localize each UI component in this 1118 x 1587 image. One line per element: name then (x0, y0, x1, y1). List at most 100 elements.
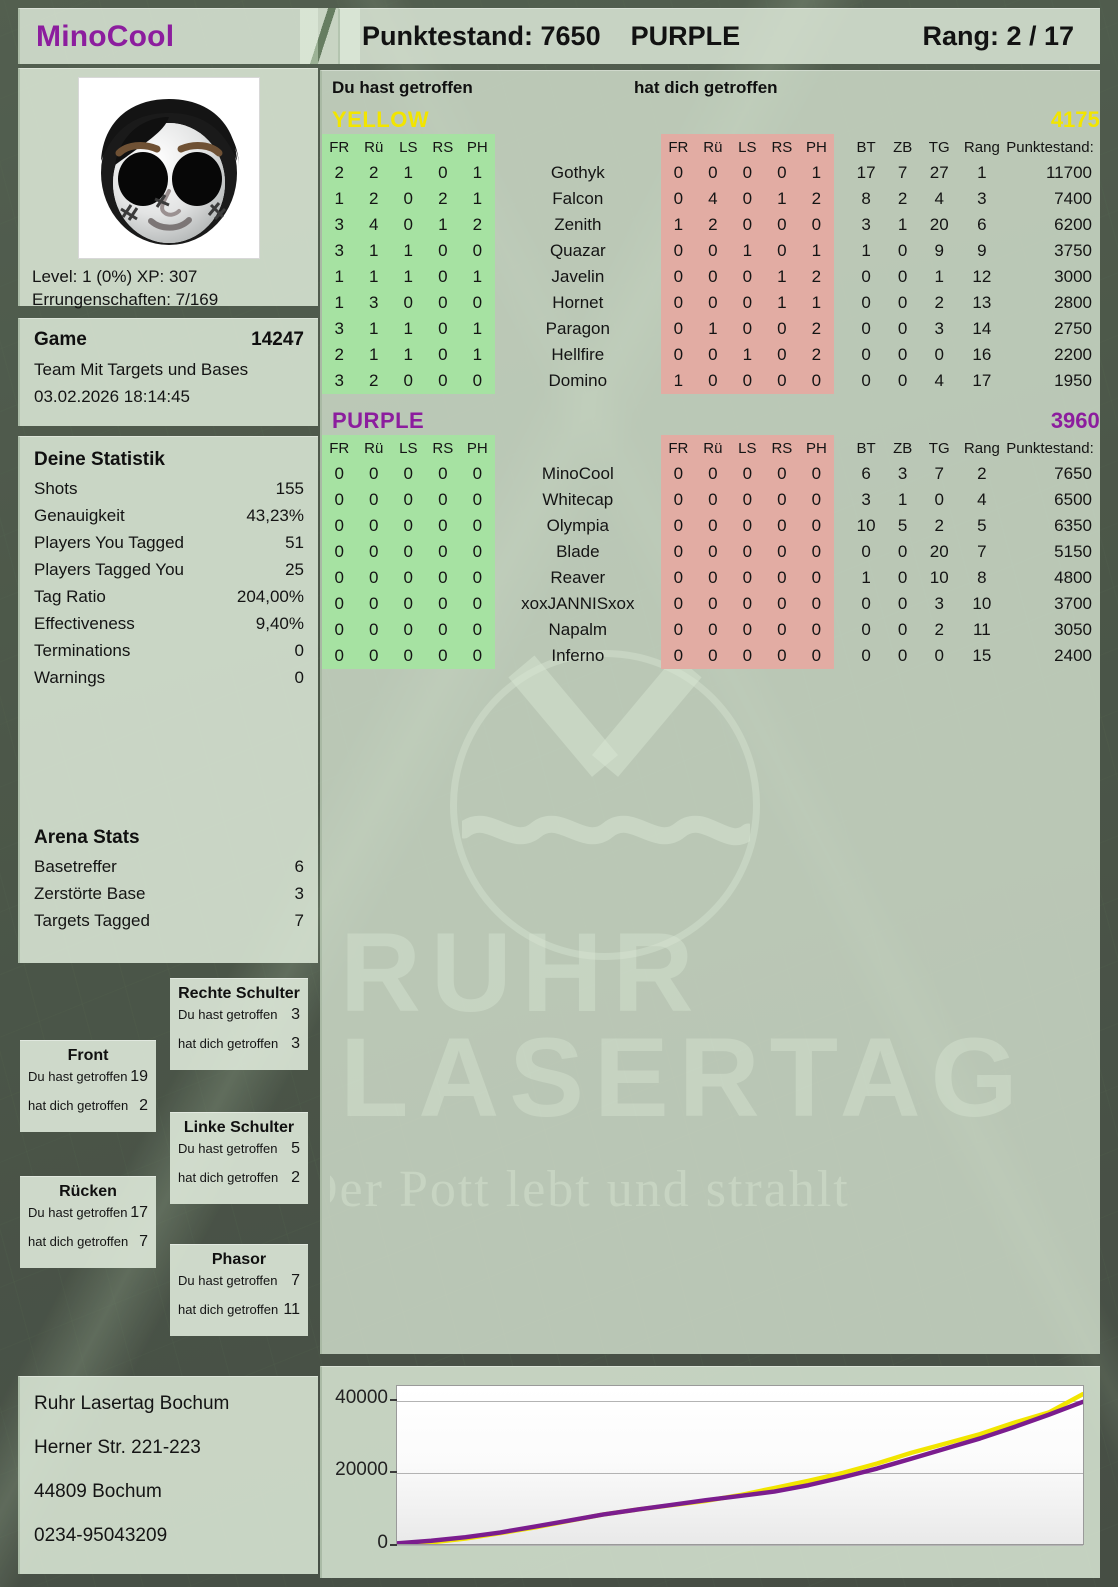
cell-you-hit: 1 (356, 264, 392, 290)
cell-you-hit: 2 (322, 342, 357, 368)
table-row[interactable]: 3 1 1 0 0 Quazar 0 0 1 0 1 1 0 9 9 3750 (322, 238, 1100, 264)
cell-you-hit: 2 (356, 368, 392, 394)
personal-stat-label: Shots (34, 478, 78, 498)
hitzone-hit-you-label: hat dich getroffen (28, 1234, 129, 1249)
cell-tg: 4 (934, 189, 944, 208)
table-row[interactable]: 0 0 0 0 0 Whitecap 0 0 0 0 0 3 1 0 4 6500 (322, 487, 1100, 513)
cell-player-name[interactable]: Blade (556, 542, 600, 561)
cell-you-hit: 0 (391, 565, 426, 591)
cell-you-hit: 1 (322, 264, 357, 290)
table-row[interactable]: 0 0 0 0 0 Napalm 0 0 0 0 0 0 0 2 11 3050 (322, 617, 1100, 643)
cell-player-name[interactable]: Gothyk (550, 163, 605, 182)
hitzone-ruecken: Rücken Du hast getroffen 17 hat dich getrof… (20, 1176, 156, 1268)
chart-ytick-label: 0 (377, 1532, 388, 1553)
cell-player-name[interactable]: Reaver (550, 568, 606, 587)
cell-zb: 0 (897, 371, 908, 390)
cell-hit-you: 0 (695, 539, 731, 565)
cell-player-name[interactable]: xoxJANNISxox (521, 594, 635, 613)
cell-you-hit: 0 (425, 513, 461, 539)
hitzone-you-hit-value: 5 (291, 1140, 300, 1157)
cell-player-name[interactable]: Hellfire (551, 345, 605, 364)
cell-player-name[interactable]: Olympia (546, 516, 609, 535)
table-row[interactable]: 1 1 1 0 1 Javelin 0 0 0 1 2 0 0 1 12 3000 (322, 264, 1100, 290)
table-row[interactable]: 2 1 1 0 1 Hellfire 0 0 1 0 2 0 0 0 16 2200 (322, 342, 1100, 368)
cell-player-name[interactable]: Falcon (552, 189, 604, 208)
cell-hit-you: 1 (799, 238, 834, 264)
cell-rang: 17 (972, 371, 992, 390)
cell-hit-you: 0 (695, 643, 731, 669)
cell-bt: 0 (861, 267, 871, 286)
cell-tg: 0 (934, 646, 944, 665)
cell-player-name[interactable]: Domino (548, 371, 608, 390)
cell-bt: 0 (861, 646, 871, 665)
team-name: YELLOW (332, 107, 430, 132)
cell-you-hit: 3 (322, 316, 357, 342)
cell-points: 3000 (1054, 267, 1092, 286)
cell-player-name[interactable]: Hornet (552, 293, 604, 312)
cell-tg: 0 (934, 345, 944, 364)
cell-hit-you: 4 (695, 186, 731, 212)
cell-player-name[interactable]: Inferno (551, 646, 605, 665)
cell-player-name[interactable]: MinoCool (541, 464, 614, 483)
cell-you-hit: 1 (460, 316, 495, 342)
table-row[interactable]: 0 0 0 0 0 Inferno 0 0 0 0 0 0 0 0 15 2400 (322, 643, 1100, 669)
cell-zb: 0 (897, 267, 908, 286)
cell-hit-you: 0 (799, 539, 834, 565)
table-row[interactable]: 0 0 0 0 0 MinoCool 0 0 0 0 0 6 3 7 2 7650 (322, 461, 1100, 487)
cell-tg: 4 (934, 371, 944, 390)
table-row[interactable]: 3 2 0 0 0 Domino 1 0 0 0 0 0 0 4 17 1950 (322, 368, 1100, 394)
cell-tg: 0 (934, 490, 944, 509)
cell-you-hit: 0 (322, 643, 357, 669)
arena-stats-block: Arena Stats Basetreffer 6 Zerstörte Base 3 T… (34, 827, 304, 934)
team-table: FR Rü LS RS PH FR Rü LS RS PH BT ZB TG Rang Punktestan… (322, 435, 1100, 669)
cell-you-hit: 0 (391, 513, 426, 539)
cell-you-hit: 2 (356, 160, 392, 186)
cell-player-name[interactable]: Javelin (551, 267, 605, 286)
table-row[interactable]: 0 0 0 0 0 Reaver 0 0 0 0 0 1 0 10 8 4800 (322, 565, 1100, 591)
table-row[interactable]: 1 2 0 2 1 Falcon 0 4 0 1 2 8 2 4 3 7400 (322, 186, 1100, 212)
cell-tg: 20 (929, 542, 949, 561)
cell-tg: 9 (934, 241, 944, 260)
arena-stat-label: Zerstörte Base (34, 883, 146, 903)
header-rank-label: Rang: 2 / 17 (922, 21, 1074, 51)
col-head-you-LS: LS (391, 134, 426, 160)
table-row[interactable]: 0 0 0 0 0 Olympia 0 0 0 0 0 10 5 2 5 6350 (322, 513, 1100, 539)
cell-hit-you: 0 (799, 513, 834, 539)
cell-hit-you: 0 (661, 342, 696, 368)
game-datetime: 03.02.2026 18:14:45 (34, 387, 190, 406)
cell-rang: 2 (977, 464, 987, 483)
personal-stat-label: Warnings (34, 667, 106, 687)
cell-zb: 1 (897, 215, 908, 234)
cell-player-name[interactable]: Whitecap (542, 490, 614, 509)
cell-you-hit: 0 (391, 539, 426, 565)
col-head-you-Rü: Rü (356, 435, 392, 461)
cell-player-name[interactable]: Paragon (545, 319, 610, 338)
cell-you-hit: 0 (391, 617, 426, 643)
cell-hit-you: 0 (695, 290, 731, 316)
cell-player-name[interactable]: Zenith (554, 215, 602, 234)
avatar-achievements-line: Errungenschaften: 7/169 (32, 290, 219, 309)
cell-zb: 7 (897, 163, 908, 182)
table-row[interactable]: 0 0 0 0 0 Blade 0 0 0 0 0 0 0 20 7 5150 (322, 539, 1100, 565)
col-head-them-LS: LS (730, 435, 765, 461)
cell-you-hit: 0 (460, 643, 495, 669)
table-row[interactable]: 2 2 1 0 1 Gothyk 0 0 0 0 1 17 7 27 1 11700 (322, 160, 1100, 186)
cell-hit-you: 0 (661, 264, 696, 290)
cell-you-hit: 1 (425, 212, 461, 238)
col-head-ZB: ZB (893, 138, 913, 156)
col-head-you-RS: RS (425, 435, 461, 461)
cell-you-hit: 1 (356, 238, 392, 264)
cell-hit-you: 0 (764, 487, 800, 513)
table-row[interactable]: 1 3 0 0 0 Hornet 0 0 0 1 1 0 0 2 13 2800 (322, 290, 1100, 316)
table-row[interactable]: 3 1 1 0 1 Paragon 0 1 0 0 2 0 0 3 14 2750 (322, 316, 1100, 342)
cell-hit-you: 0 (799, 368, 834, 394)
cell-hit-you: 0 (764, 643, 800, 669)
cell-you-hit: 0 (425, 238, 461, 264)
arena-stat-label: Targets Tagged (34, 910, 150, 930)
table-row[interactable]: 3 4 0 1 2 Zenith 1 2 0 0 0 3 1 20 6 6200 (322, 212, 1100, 238)
cell-points: 3750 (1054, 241, 1092, 260)
chart-gridline-20000 (397, 1473, 1083, 1475)
cell-player-name[interactable]: Quazar (549, 241, 606, 260)
cell-player-name[interactable]: Napalm (548, 620, 608, 639)
table-row[interactable]: 0 0 0 0 0 xoxJANNISxox 0 0 0 0 0 0 0 3 10 3700 (322, 591, 1100, 617)
